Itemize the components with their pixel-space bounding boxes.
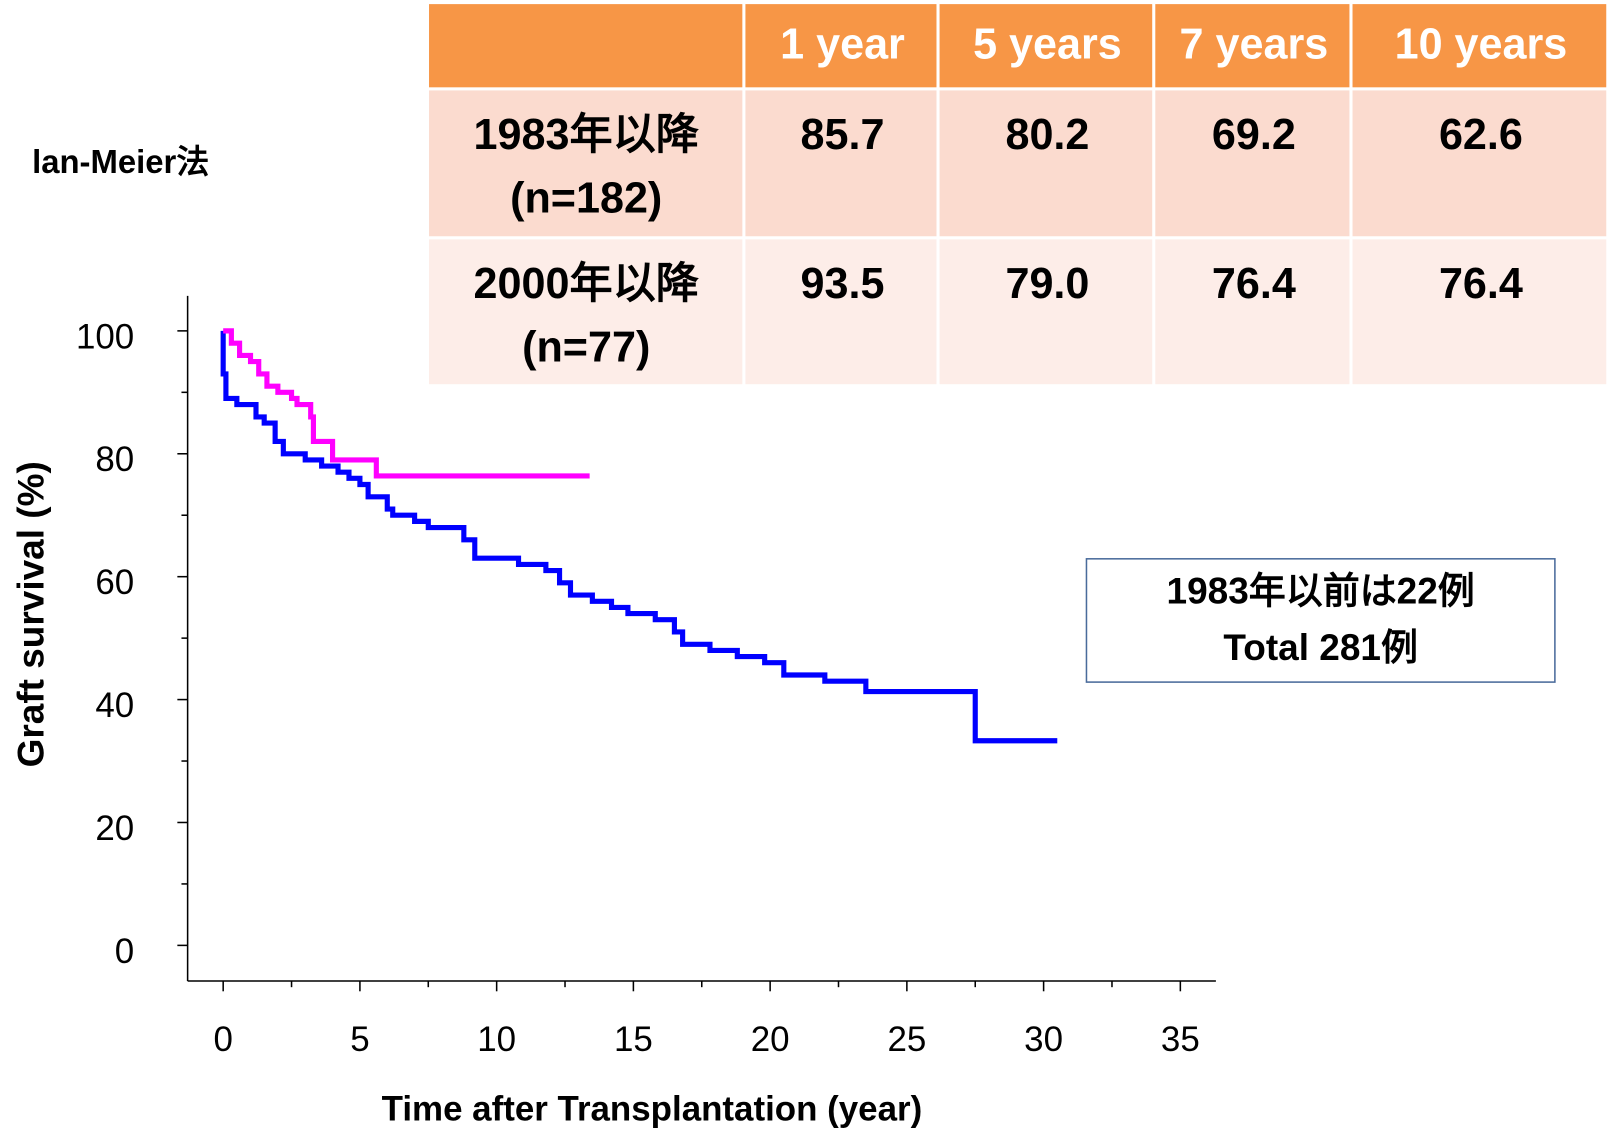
table-cell [429, 90, 743, 237]
survival-curve [223, 328, 590, 479]
y-tick-label: 0 [115, 932, 134, 971]
x-tick-label: 10 [477, 1020, 516, 1059]
x-tick-label: 30 [1024, 1020, 1063, 1059]
x-tick-label: 15 [614, 1020, 653, 1059]
note-text: Total 281例 [1223, 627, 1417, 668]
column-header: 7 years [1180, 21, 1329, 69]
x-tick-label: 20 [751, 1020, 790, 1059]
table-cell [939, 90, 1153, 237]
table-value: 76.4 [1212, 260, 1296, 308]
corner-note: lan-Meier法 [32, 143, 209, 180]
table-cell [1155, 90, 1350, 237]
x-tick-label: 25 [887, 1020, 926, 1059]
x-tick-label: 5 [350, 1020, 369, 1059]
note-text: 1983年以前は22例 [1167, 571, 1475, 612]
table-value: 69.2 [1212, 111, 1296, 159]
row-label: (n=182) [510, 175, 662, 223]
table-value: 85.7 [801, 111, 885, 159]
survival-curve [220, 330, 1058, 744]
table-cell [939, 4, 1153, 88]
table-cell [1352, 239, 1607, 385]
table-cell [745, 239, 937, 385]
row-label: 1983年以降 [474, 111, 700, 159]
table-value: 80.2 [1005, 111, 1089, 159]
note-box [1085, 558, 1556, 683]
table-value: 93.5 [801, 260, 885, 308]
table-cell [745, 4, 937, 88]
x-axis-label: Time after Transplantation (year) [382, 1090, 923, 1129]
table-cell [429, 239, 743, 385]
y-axis-label: Graft survival (%) [10, 461, 51, 767]
column-header: 5 years [973, 21, 1122, 69]
column-header: 10 years [1395, 21, 1568, 69]
y-tick-label: 20 [95, 809, 134, 848]
table-value: 79.0 [1005, 260, 1089, 308]
row-label: 2000年以降 [474, 260, 700, 308]
table-value: 76.4 [1439, 260, 1523, 308]
table-cell [429, 4, 743, 88]
y-tick-label: 40 [95, 686, 134, 725]
x-tick-label: 35 [1161, 1020, 1200, 1059]
row-label: (n=77) [522, 324, 650, 372]
table-cell [939, 239, 1153, 385]
table-cell [1155, 4, 1350, 88]
y-tick-label: 100 [76, 317, 134, 356]
column-header: 1 year [780, 21, 905, 69]
table-cell [1155, 239, 1350, 385]
y-tick-label: 60 [95, 563, 134, 602]
y-tick-label: 80 [95, 440, 134, 479]
table-value: 62.6 [1439, 111, 1523, 159]
x-tick-label: 0 [213, 1020, 232, 1059]
table-cell [1352, 4, 1607, 88]
table-cell [745, 90, 937, 237]
table-cell [1352, 90, 1607, 237]
